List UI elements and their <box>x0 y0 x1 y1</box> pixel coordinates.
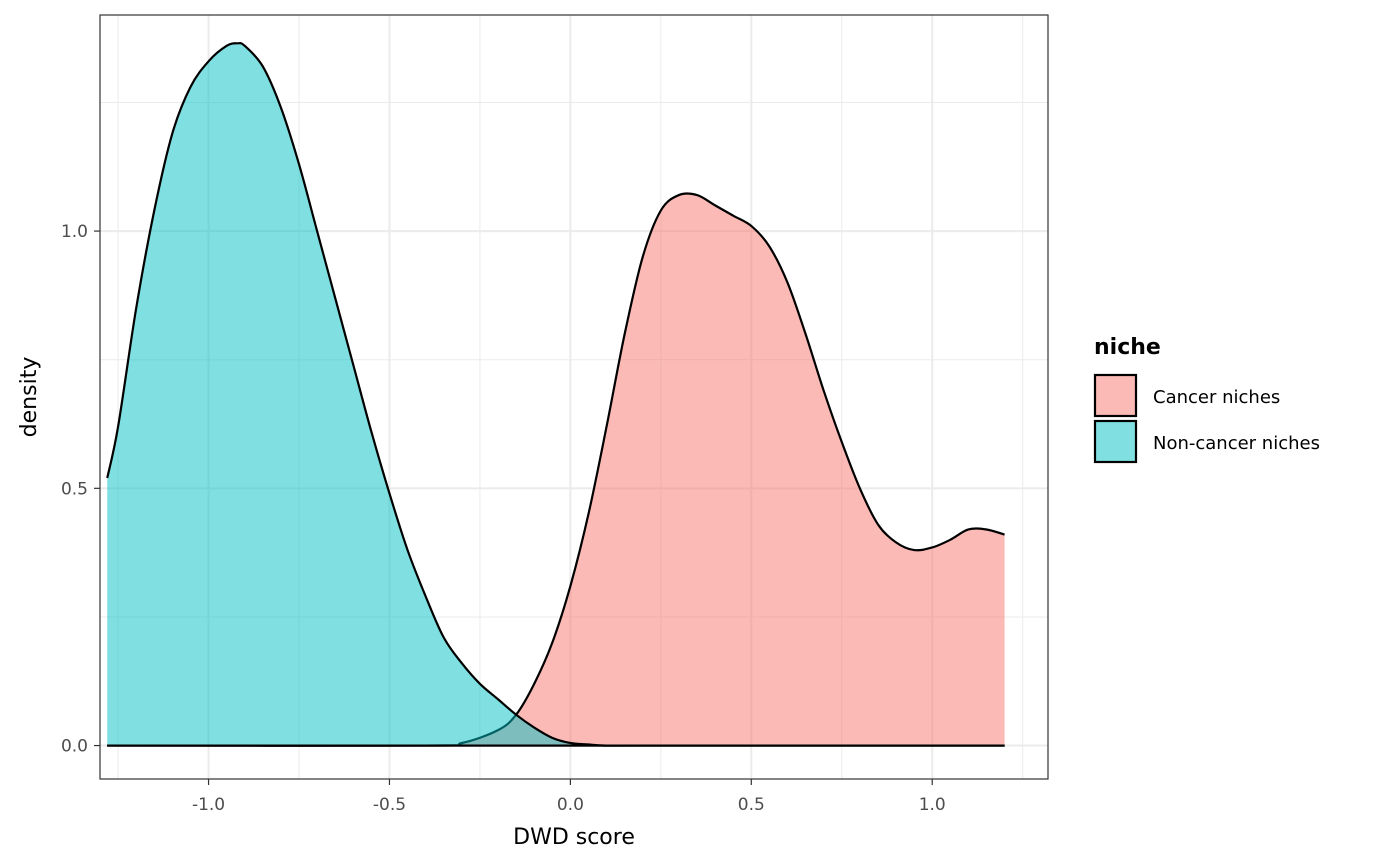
x-axis-title: DWD score <box>513 825 635 850</box>
legend-items: Cancer niches Non-cancer niches <box>1093 373 1320 464</box>
density-area-0 <box>107 193 1005 746</box>
y-axis-title: density <box>17 357 42 438</box>
density-area-1 <box>107 43 1005 746</box>
density-curve-0 <box>107 192 1005 747</box>
legend-title: niche <box>1094 335 1161 360</box>
plot-panel <box>99 14 1049 780</box>
x-tick-label: 1.0 <box>919 795 946 815</box>
y-tick-label: 0.5 <box>61 479 88 499</box>
density-curve-1 <box>106 41 1005 747</box>
legend: niche Cancer niches Non-cancer niches <box>1093 335 1320 464</box>
legend-label-1: Non-cancer niches <box>1153 433 1320 454</box>
x-tick-label: 0.0 <box>557 795 584 815</box>
x-tick-label: -1.0 <box>192 795 225 815</box>
legend-key-1 <box>1093 419 1138 464</box>
panel-border <box>99 14 1049 780</box>
y-tick-label: 0.0 <box>61 737 88 757</box>
legend-label-0: Cancer niches <box>1153 387 1280 408</box>
y-tick-label: 1.0 <box>61 222 88 242</box>
x-tick-label: 0.5 <box>738 795 765 815</box>
legend-key-0 <box>1093 373 1138 418</box>
x-tick-label: -0.5 <box>373 795 406 815</box>
